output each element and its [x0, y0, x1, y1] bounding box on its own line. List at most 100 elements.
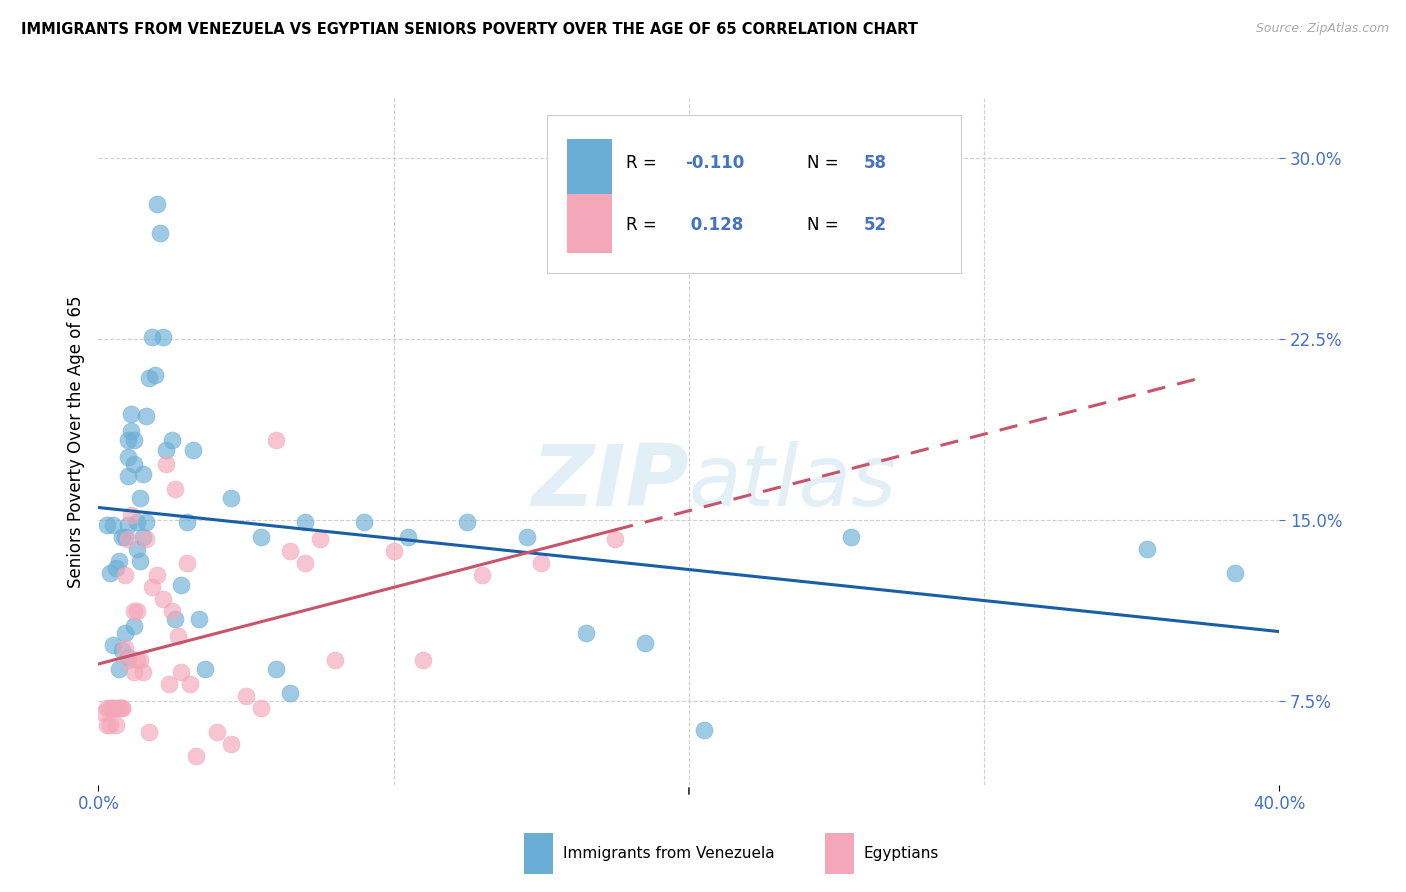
- Text: N =: N =: [807, 154, 844, 172]
- Point: [841, 530, 863, 544]
- Point: [516, 530, 538, 544]
- Point: [96, 701, 118, 715]
- Point: [221, 737, 243, 751]
- Point: [98, 717, 121, 731]
- Point: [457, 516, 479, 530]
- Point: [120, 508, 142, 522]
- Text: R =: R =: [626, 216, 662, 235]
- Point: [605, 532, 627, 546]
- Point: [176, 516, 198, 530]
- Point: [141, 329, 163, 343]
- Point: [93, 706, 115, 720]
- Point: [128, 491, 150, 505]
- Point: [152, 329, 174, 343]
- Point: [162, 434, 183, 448]
- Point: [135, 409, 157, 424]
- Point: [149, 226, 172, 240]
- Text: N =: N =: [807, 216, 844, 235]
- Bar: [567, 194, 612, 252]
- Point: [96, 517, 118, 532]
- Point: [117, 434, 139, 448]
- Point: [157, 677, 180, 691]
- Point: [132, 665, 155, 679]
- Point: [128, 554, 150, 568]
- Point: [152, 592, 174, 607]
- Point: [103, 701, 125, 715]
- Point: [117, 653, 139, 667]
- Point: [187, 612, 209, 626]
- Point: [575, 626, 598, 640]
- Point: [264, 662, 287, 676]
- Point: [323, 653, 346, 667]
- Point: [143, 368, 166, 383]
- Point: [280, 544, 302, 558]
- Point: [120, 407, 142, 421]
- Point: [194, 662, 217, 676]
- Point: [146, 568, 169, 582]
- Point: [250, 530, 273, 544]
- Point: [138, 370, 160, 384]
- Point: [138, 725, 160, 739]
- Point: [103, 517, 125, 532]
- Point: [103, 701, 125, 715]
- Point: [167, 628, 190, 642]
- Point: [98, 566, 121, 580]
- Point: [114, 568, 136, 582]
- Point: [120, 424, 142, 438]
- Point: [132, 467, 155, 481]
- Point: [170, 665, 193, 679]
- Point: [117, 650, 139, 665]
- Text: Egyptians: Egyptians: [863, 847, 939, 861]
- Point: [135, 532, 157, 546]
- Point: [132, 530, 155, 544]
- Point: [471, 568, 494, 582]
- Point: [125, 516, 148, 530]
- Point: [122, 434, 145, 448]
- Point: [1136, 541, 1159, 556]
- Point: [122, 619, 145, 633]
- Point: [165, 612, 187, 626]
- Text: atlas: atlas: [689, 442, 897, 524]
- Point: [111, 643, 134, 657]
- Point: [108, 662, 131, 676]
- Point: [108, 701, 131, 715]
- Point: [162, 604, 183, 618]
- Text: 52: 52: [863, 216, 887, 235]
- Point: [111, 530, 134, 544]
- Point: [294, 516, 316, 530]
- Point: [165, 482, 187, 496]
- Point: [693, 723, 716, 737]
- Text: R =: R =: [626, 154, 662, 172]
- Point: [146, 197, 169, 211]
- Text: 58: 58: [863, 154, 887, 172]
- Point: [96, 717, 118, 731]
- Point: [111, 701, 134, 715]
- Point: [125, 541, 148, 556]
- Y-axis label: Seniors Poverty Over the Age of 65: Seniors Poverty Over the Age of 65: [66, 295, 84, 588]
- Point: [98, 701, 121, 715]
- Text: 0.128: 0.128: [685, 216, 744, 235]
- Text: Immigrants from Venezuela: Immigrants from Venezuela: [562, 847, 775, 861]
- Point: [122, 604, 145, 618]
- Point: [125, 653, 148, 667]
- Point: [122, 665, 145, 679]
- Point: [264, 434, 287, 448]
- Point: [117, 517, 139, 532]
- Point: [634, 636, 657, 650]
- Point: [179, 677, 201, 691]
- Point: [135, 516, 157, 530]
- Point: [235, 689, 257, 703]
- Text: ZIP: ZIP: [531, 442, 689, 524]
- Point: [128, 653, 150, 667]
- Point: [103, 638, 125, 652]
- Point: [280, 686, 302, 700]
- Point: [530, 556, 553, 570]
- Bar: [567, 139, 612, 198]
- Point: [117, 532, 139, 546]
- Point: [114, 626, 136, 640]
- Point: [382, 544, 405, 558]
- Point: [181, 442, 204, 457]
- Text: -0.110: -0.110: [685, 154, 745, 172]
- Point: [250, 701, 273, 715]
- Point: [398, 530, 420, 544]
